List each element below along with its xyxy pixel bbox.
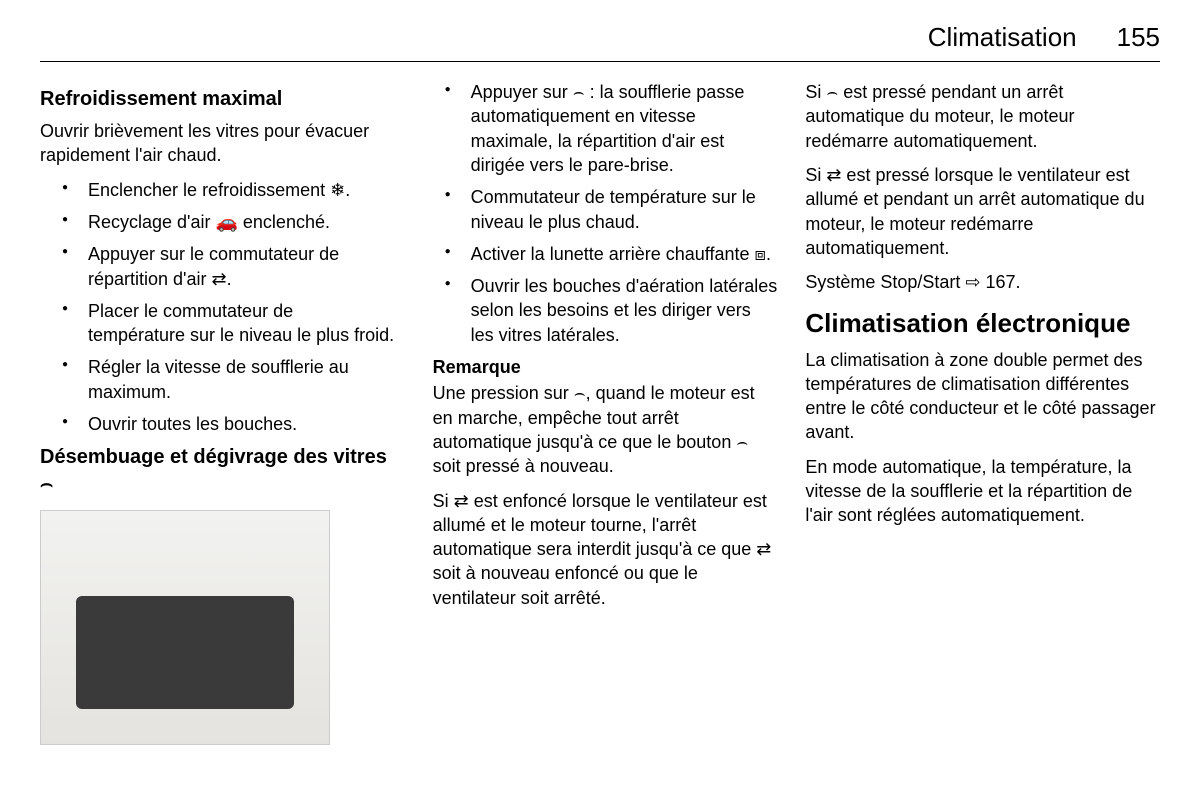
content-columns: Refroidissement maximal Ouvrir brièvemen… [40,80,1160,745]
list-item: Régler la vitesse de soufflerie au maxim… [40,355,395,404]
list-item: Commutateur de température sur le niveau… [423,185,778,234]
intro-text: Ouvrir brièvement les vitres pour évacue… [40,119,395,168]
header-chapter: Climatisation [928,20,1077,55]
list-item: Recyclage d'air 🚗 enclenché. [40,210,395,234]
remarque-label: Remarque [433,355,778,379]
list-item: Appuyer sur ⌢ : la soufflerie passe auto… [423,80,778,177]
header-page-number: 155 [1117,20,1160,55]
heading-desembuage: Désembuage et dégivrage des vitres ⌢ [40,444,395,498]
page-header: Climatisation 155 [40,20,1160,62]
list-item: Ouvrir les bouches d'aération latérales … [423,274,778,347]
list-item: Ouvrir toutes les bouches. [40,412,395,436]
list-item: Placer le commutateur de température sur… [40,299,395,348]
column-3: Si ⌢ est pressé pendant un arrêt automat… [805,80,1160,745]
paragraph: Si ⇄ est pressé lorsque le ventilateur e… [805,163,1160,260]
climate-control-photo [40,510,330,745]
paragraph: Si ⌢ est pressé pendant un arrêt automat… [805,80,1160,153]
paragraph: Système Stop/Start ⇨ 167. [805,270,1160,294]
list-item: Enclencher le refroidissement ❄. [40,178,395,202]
list-refroidissement: Enclencher le refroidissement ❄. Recycla… [40,178,395,437]
list-item: Activer la lunette arrière chauffante ⧈. [423,242,778,266]
heading-climatisation-electronique: Climatisation électronique [805,306,1160,341]
heading-refroidissement: Refroidissement maximal [40,86,395,113]
remarque-text: Une pression sur ⌢, quand le moteur est … [433,381,778,478]
column-1: Refroidissement maximal Ouvrir brièvemen… [40,80,395,745]
column-2: Appuyer sur ⌢ : la soufflerie passe auto… [423,80,778,745]
paragraph: Si ⇄ est enfoncé lorsque le ventilateur … [433,489,778,610]
paragraph: En mode automatique, la température, la … [805,455,1160,528]
list-item: Appuyer sur le commutateur de répartitio… [40,242,395,291]
paragraph: La climatisation à zone double permet de… [805,348,1160,445]
list-desembuage: Appuyer sur ⌢ : la soufflerie passe auto… [423,80,778,347]
